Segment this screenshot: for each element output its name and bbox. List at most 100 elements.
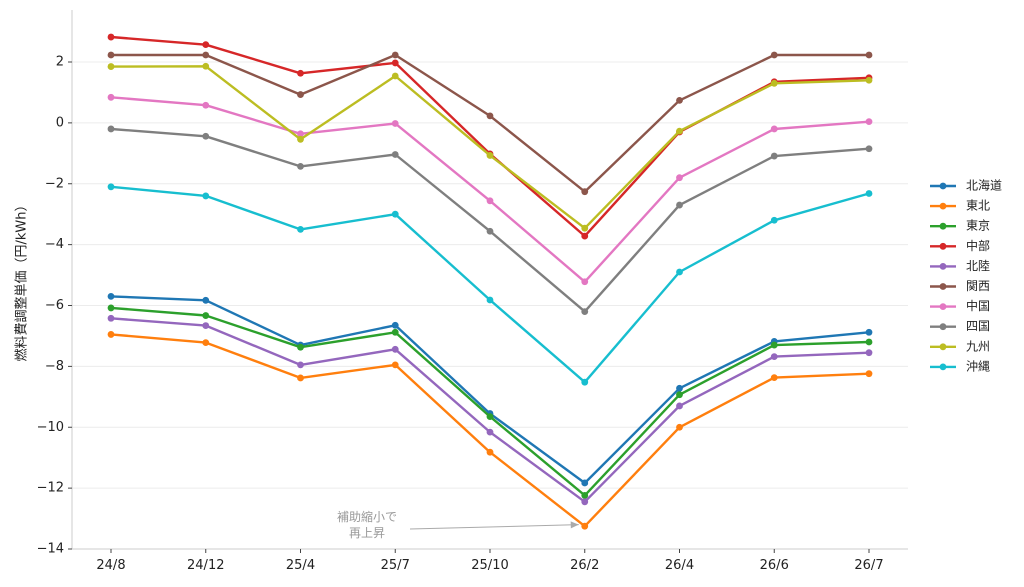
data-point <box>107 93 115 101</box>
legend-swatch-marker <box>939 242 947 250</box>
data-point <box>865 118 873 126</box>
data-point <box>202 51 210 59</box>
data-point <box>486 448 494 456</box>
data-point <box>581 308 589 315</box>
data-point <box>581 522 589 530</box>
data-point <box>297 130 304 138</box>
data-point <box>107 63 115 70</box>
legend-label: 北海道 <box>966 178 1002 193</box>
data-point <box>391 151 399 158</box>
data-point <box>391 361 399 369</box>
data-point <box>297 226 304 233</box>
data-point <box>581 232 589 240</box>
legend-label: 関西 <box>966 279 990 293</box>
data-point <box>297 163 304 170</box>
data-point <box>676 402 683 410</box>
data-point <box>770 51 778 59</box>
series-line <box>110 96 870 283</box>
legend-item: 沖縄 <box>930 358 990 373</box>
data-point <box>486 152 494 159</box>
data-point <box>581 498 589 506</box>
data-point <box>202 132 210 140</box>
data-point <box>391 321 399 329</box>
data-point <box>202 41 210 49</box>
series-9 <box>107 62 873 232</box>
legend-item: 関西 <box>930 279 990 293</box>
data-point <box>107 125 115 133</box>
y-tick-label: −10 <box>37 420 64 435</box>
legend-swatch-marker <box>939 363 947 371</box>
annotation-arrow-line <box>409 524 579 530</box>
data-point <box>107 314 115 322</box>
legend-swatch-marker <box>939 303 947 310</box>
axes <box>71 10 908 550</box>
data-point <box>297 374 304 382</box>
data-point <box>865 190 873 197</box>
legend-label: 中国 <box>966 298 990 313</box>
legend-item: 北海道 <box>930 178 1002 193</box>
data-point <box>865 338 873 346</box>
x-tick-label: 26/6 <box>760 558 789 573</box>
data-point <box>581 378 589 386</box>
data-point <box>676 423 683 431</box>
data-point <box>486 296 494 304</box>
data-point <box>486 197 494 205</box>
data-point <box>391 120 399 127</box>
legend-label: 九州 <box>966 339 990 353</box>
series-8 <box>107 125 873 315</box>
legend-swatch-marker <box>939 343 947 351</box>
legend-label: 四国 <box>966 319 990 333</box>
data-point <box>770 79 778 87</box>
y-axis-label: 燃料費調整単価（円/kWh） <box>14 198 30 361</box>
legend-item: 東京 <box>930 219 990 233</box>
data-point <box>676 174 683 182</box>
legend-item: 九州 <box>930 339 990 353</box>
annotation-text: 補助縮小で <box>337 509 397 524</box>
data-point <box>107 292 115 300</box>
data-point <box>676 384 683 392</box>
y-tick-label: −4 <box>45 237 64 252</box>
data-point <box>865 328 873 336</box>
data-point <box>581 492 589 499</box>
data-point <box>865 145 873 153</box>
grid-lines <box>72 61 908 489</box>
x-tick-label: 25/10 <box>471 558 508 573</box>
series-5 <box>107 314 873 506</box>
data-point <box>391 59 399 67</box>
legend-item: 北陸 <box>930 259 990 273</box>
series-2 <box>107 331 873 530</box>
data-point <box>486 413 494 420</box>
legend-item: 東北 <box>930 199 990 213</box>
data-point <box>770 125 778 133</box>
data-point <box>202 312 210 319</box>
x-tick-label: 26/2 <box>570 558 599 573</box>
annotation-text: 再上昇 <box>349 526 385 540</box>
series-lines <box>107 33 873 530</box>
data-point <box>486 227 494 235</box>
y-tick-label: −2 <box>45 176 64 191</box>
data-point <box>107 183 115 191</box>
data-point <box>770 374 778 382</box>
legend-swatch-marker <box>939 323 947 331</box>
series-6 <box>107 51 873 196</box>
x-tick-label: 24/12 <box>187 558 224 573</box>
legend-label: 中部 <box>966 238 990 253</box>
data-point <box>202 322 210 329</box>
legend-item: 中部 <box>930 238 990 253</box>
series-line <box>110 35 870 238</box>
data-point <box>865 370 873 378</box>
data-point <box>676 96 683 104</box>
data-point <box>581 224 589 232</box>
y-tick-label: 2 <box>56 55 64 70</box>
legend-item: 四国 <box>930 319 990 333</box>
y-tick-label: −8 <box>45 359 64 374</box>
data-point <box>202 296 210 304</box>
data-point <box>486 112 494 120</box>
series-line <box>110 317 870 503</box>
data-point <box>107 51 115 59</box>
data-point <box>297 361 304 369</box>
data-point <box>865 51 873 59</box>
y-tick-label: −12 <box>37 481 64 496</box>
